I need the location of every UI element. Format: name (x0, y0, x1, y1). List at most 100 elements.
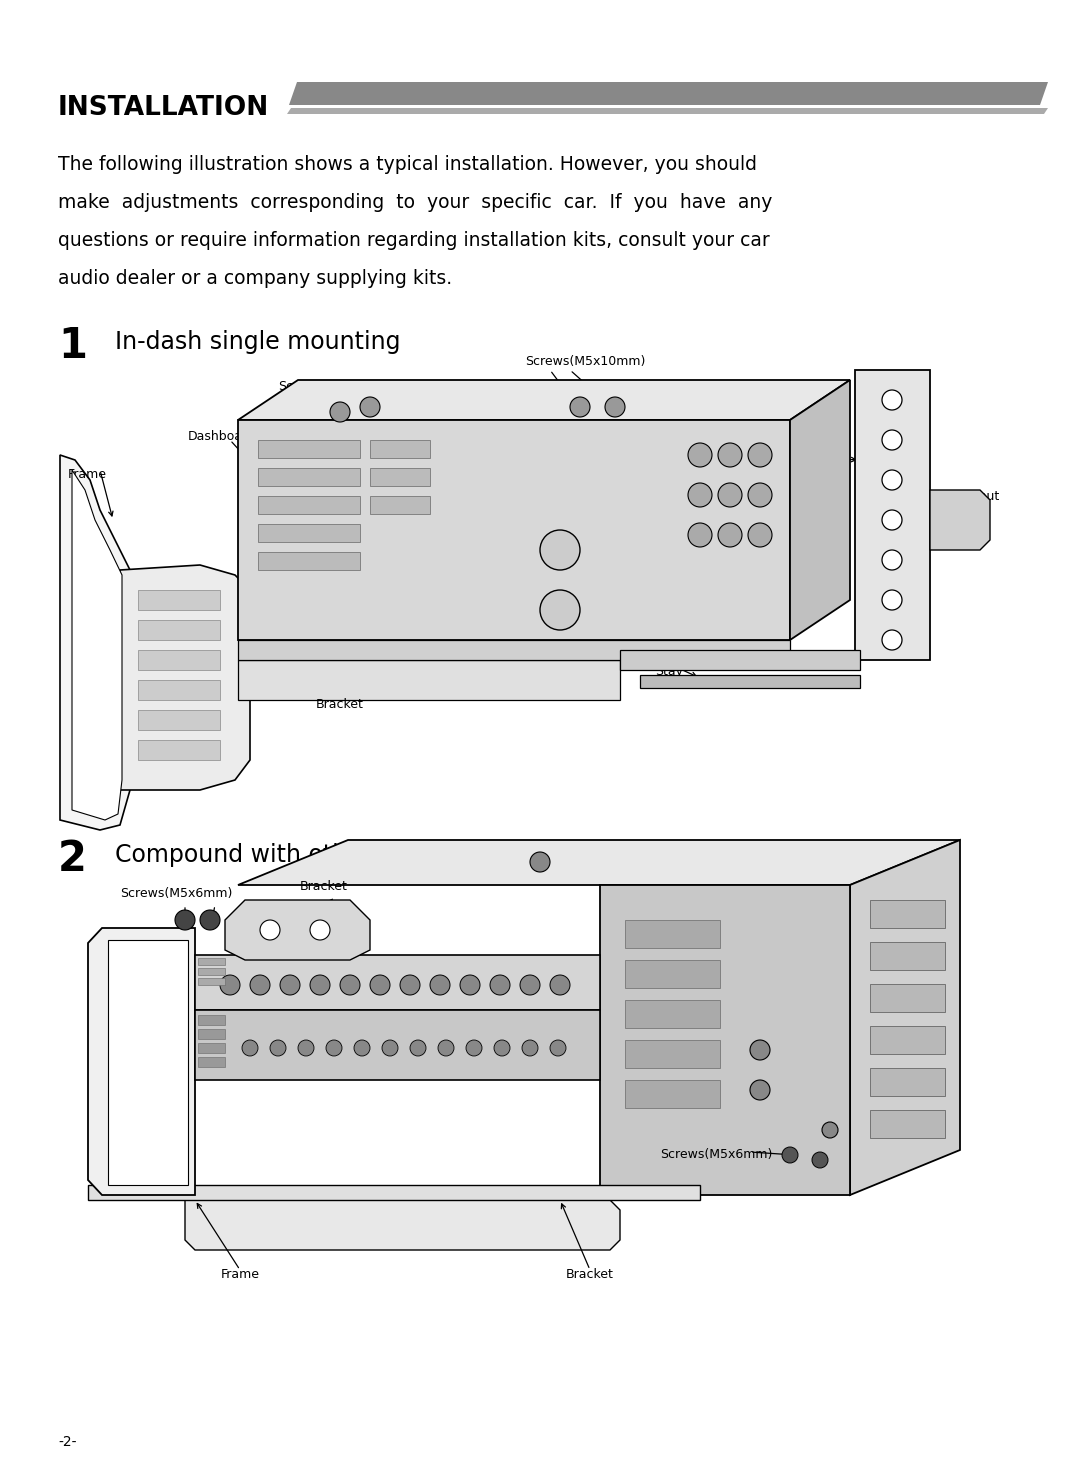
Polygon shape (870, 1068, 945, 1096)
Circle shape (882, 549, 902, 570)
Circle shape (822, 1122, 838, 1138)
Circle shape (460, 976, 480, 995)
Circle shape (280, 976, 300, 995)
Polygon shape (138, 620, 220, 640)
Text: Mounting  bolt: Mounting bolt (600, 648, 690, 661)
Polygon shape (625, 1080, 720, 1108)
Polygon shape (600, 885, 850, 1195)
Text: -2-: -2- (58, 1436, 77, 1449)
Polygon shape (87, 1185, 700, 1200)
Circle shape (438, 1040, 454, 1056)
Text: Bracket: Bracket (316, 697, 364, 711)
Polygon shape (370, 440, 430, 459)
Circle shape (220, 976, 240, 995)
Circle shape (249, 976, 270, 995)
Polygon shape (620, 650, 860, 670)
Circle shape (540, 530, 580, 570)
Text: Bracket: Bracket (566, 1269, 613, 1280)
Text: 2: 2 (58, 838, 86, 880)
Polygon shape (370, 467, 430, 486)
Polygon shape (198, 958, 225, 965)
Polygon shape (625, 1040, 720, 1068)
Polygon shape (258, 524, 360, 542)
Text: Compound with other head-unit to a 2-din size system: Compound with other head-unit to a 2-din… (114, 842, 759, 867)
Circle shape (522, 1040, 538, 1056)
Polygon shape (789, 379, 850, 640)
Text: Screws(M5x6mm): Screws(M5x6mm) (660, 1149, 772, 1160)
Text: Screws(M5x6mm): Screws(M5x6mm) (120, 886, 232, 900)
Polygon shape (198, 1028, 225, 1039)
Circle shape (782, 1147, 798, 1163)
Text: Stay: Stay (654, 665, 683, 678)
Circle shape (882, 431, 902, 450)
Polygon shape (258, 440, 360, 459)
Polygon shape (870, 942, 945, 970)
Circle shape (310, 920, 330, 941)
Polygon shape (238, 379, 850, 420)
Text: Screws(M5x10mm): Screws(M5x10mm) (525, 355, 646, 368)
Polygon shape (198, 1058, 225, 1067)
Text: In-dash single mounting: In-dash single mounting (114, 330, 401, 355)
Circle shape (519, 976, 540, 995)
Circle shape (410, 1040, 426, 1056)
Circle shape (330, 401, 350, 422)
Polygon shape (185, 1190, 620, 1250)
Circle shape (882, 470, 902, 489)
Circle shape (326, 1040, 342, 1056)
Circle shape (882, 590, 902, 609)
Text: questions or require information regarding installation kits, consult your car: questions or require information regardi… (58, 231, 770, 251)
Polygon shape (60, 456, 130, 831)
Circle shape (718, 442, 742, 467)
Polygon shape (138, 680, 220, 700)
Circle shape (370, 976, 390, 995)
Polygon shape (198, 1043, 225, 1053)
Text: Bracket: Bracket (300, 880, 348, 894)
Circle shape (530, 853, 550, 872)
Circle shape (882, 390, 902, 410)
Polygon shape (625, 960, 720, 987)
Text: make  adjustments  corresponding  to  your  specific  car.  If  you  have  any: make adjustments corresponding to your s… (58, 193, 772, 212)
Text: Screws(M5x10mm): Screws(M5x10mm) (278, 379, 399, 393)
Polygon shape (238, 839, 960, 885)
Polygon shape (138, 590, 220, 609)
Circle shape (882, 630, 902, 650)
Circle shape (310, 976, 330, 995)
Polygon shape (870, 984, 945, 1012)
Polygon shape (870, 900, 945, 927)
Polygon shape (195, 1009, 600, 1080)
Polygon shape (289, 82, 1048, 105)
Polygon shape (370, 497, 430, 514)
Circle shape (748, 483, 772, 507)
Circle shape (688, 442, 712, 467)
Polygon shape (625, 1001, 720, 1028)
Circle shape (718, 523, 742, 546)
Polygon shape (287, 108, 1048, 114)
Polygon shape (198, 979, 225, 984)
Circle shape (550, 976, 570, 995)
Circle shape (298, 1040, 314, 1056)
Text: INSTALLATION: INSTALLATION (58, 95, 269, 122)
Circle shape (200, 910, 220, 930)
Polygon shape (850, 839, 960, 1195)
Polygon shape (138, 740, 220, 760)
Polygon shape (195, 955, 600, 1009)
Polygon shape (258, 467, 360, 486)
Polygon shape (108, 941, 188, 1185)
Polygon shape (87, 927, 195, 1195)
Text: Lock  nut
(M5): Lock nut (M5) (942, 489, 999, 519)
Circle shape (570, 397, 590, 418)
Circle shape (490, 976, 510, 995)
Circle shape (260, 920, 280, 941)
Polygon shape (855, 371, 930, 661)
Polygon shape (625, 920, 720, 948)
Polygon shape (138, 711, 220, 730)
Polygon shape (72, 470, 122, 820)
Circle shape (354, 1040, 370, 1056)
Polygon shape (238, 420, 789, 640)
Circle shape (688, 483, 712, 507)
Circle shape (465, 1040, 482, 1056)
Circle shape (605, 397, 625, 418)
Circle shape (340, 976, 360, 995)
Polygon shape (258, 497, 360, 514)
Polygon shape (238, 640, 789, 661)
